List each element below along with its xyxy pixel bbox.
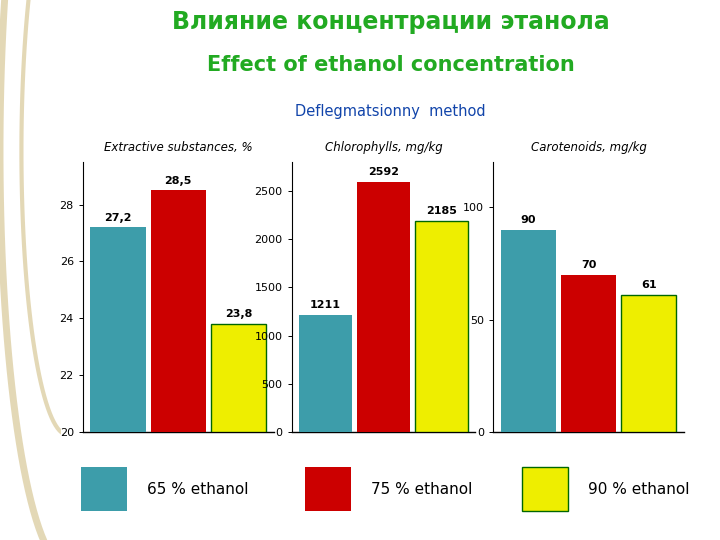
Bar	[299, 315, 352, 432]
Text: 61: 61	[641, 280, 657, 290]
Text: 27,2: 27,2	[104, 213, 132, 222]
Bar	[211, 324, 266, 432]
Text: 75 % ethanol: 75 % ethanol	[371, 482, 472, 497]
Text: 65 % ethanol: 65 % ethanol	[147, 482, 248, 497]
Text: 28,5: 28,5	[164, 176, 192, 186]
Text: Extractive substances, %: Extractive substances, %	[104, 141, 253, 154]
Text: 23,8: 23,8	[225, 309, 252, 319]
Bar	[415, 221, 468, 432]
Text: Effect of ethanol concentration: Effect of ethanol concentration	[207, 55, 575, 75]
Text: 1211: 1211	[310, 300, 341, 310]
Text: 90 % ethanol: 90 % ethanol	[588, 482, 690, 497]
FancyBboxPatch shape	[81, 467, 127, 511]
FancyBboxPatch shape	[522, 467, 569, 511]
Text: 2592: 2592	[368, 167, 399, 177]
Text: 2185: 2185	[426, 206, 456, 217]
FancyBboxPatch shape	[305, 467, 351, 511]
Bar	[150, 191, 206, 432]
Text: Carotenoids, mg/kg: Carotenoids, mg/kg	[531, 141, 647, 154]
Bar	[357, 182, 410, 432]
Bar	[90, 227, 145, 432]
Bar	[500, 230, 556, 432]
Text: 90: 90	[521, 214, 536, 225]
Bar	[561, 274, 616, 432]
Text: 70: 70	[581, 260, 596, 269]
Text: Chlorophylls, mg/kg: Chlorophylls, mg/kg	[325, 141, 442, 154]
Text: Deflegmatsionny  method: Deflegmatsionny method	[295, 104, 486, 119]
Text: Влияние концентрации этанола: Влияние концентрации этанола	[172, 10, 609, 34]
Bar	[621, 295, 677, 432]
